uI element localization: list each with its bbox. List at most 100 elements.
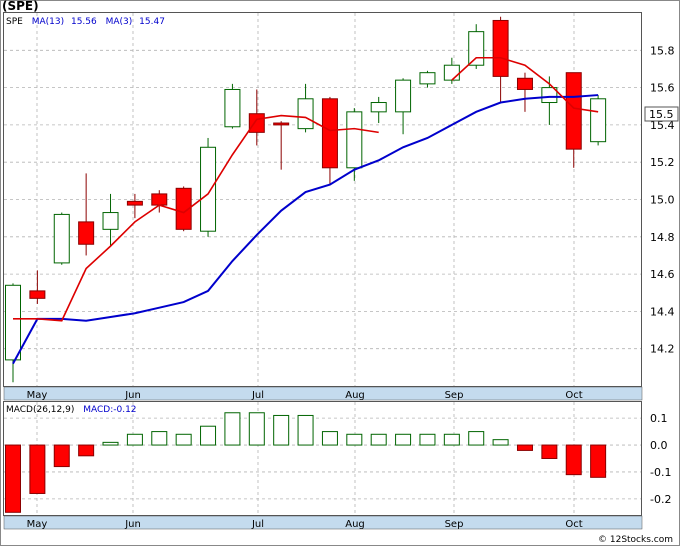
candle-up: [102, 193, 119, 247]
macd-bar-negative: [53, 444, 70, 468]
candle-body: [443, 64, 460, 81]
price-panel-frame: [3, 12, 642, 387]
macd-bar-positive: [370, 433, 387, 446]
candle-body: [102, 212, 119, 230]
price-x-tick-label: Oct: [565, 390, 582, 401]
macd-bar-positive: [492, 439, 509, 446]
candle-body: [297, 98, 314, 130]
candle-body: [248, 113, 265, 133]
candle-body: [565, 72, 582, 150]
macd-bar-positive: [175, 433, 192, 446]
candle-body: [516, 77, 533, 90]
candle-down: [565, 72, 582, 168]
price-x-tick-label: Jun: [124, 390, 141, 401]
candle-body: [29, 290, 46, 299]
macd-legend-value: MACD:-0.12: [83, 405, 136, 415]
candles: [5, 16, 607, 383]
price-y-tick-label: 14.2: [650, 343, 675, 356]
legend-ma3-label: MA(3): [106, 17, 133, 27]
macd-bar-negative: [590, 444, 607, 478]
ticker-label: (SPE): [2, 0, 39, 13]
candle-body: [5, 284, 21, 361]
macd-x-tick-label: Aug: [345, 519, 365, 530]
macd-panel-frame: [3, 401, 642, 516]
candle-body: [273, 122, 290, 126]
macd-bar-positive: [297, 414, 314, 446]
macd-bar-positive: [443, 433, 460, 446]
ma3-line: [13, 56, 599, 322]
candle-up: [395, 78, 412, 135]
macd-x-axis-bar: [3, 515, 643, 530]
candle-down: [516, 72, 533, 112]
candle-down: [321, 96, 338, 185]
macd-bar-positive: [126, 433, 143, 446]
legend-symbol: SPE: [6, 17, 23, 27]
price-x-axis-bar: [3, 386, 643, 401]
macd-bar-negative: [565, 444, 582, 476]
macd-bar-positive: [395, 433, 412, 446]
candle-up: [590, 95, 607, 146]
macd-bar-positive: [273, 414, 290, 446]
price-y-axis-labels: 14.2 14.4 14.6 14.8 15.0 15.2 15.4 15.6 15.8: [650, 44, 675, 355]
price-x-tick-label: Aug: [345, 390, 365, 401]
macd-y-tick-label: -0.2: [650, 493, 671, 506]
macd-bar-positive: [419, 433, 436, 446]
candle-body: [419, 72, 436, 85]
price-x-tick-label: Sep: [445, 390, 464, 401]
price-y-tick-label: 14.6: [650, 268, 675, 281]
ma3-segment: [451, 56, 599, 113]
candle-down: [126, 193, 143, 219]
price-x-tick-label: May: [27, 390, 48, 401]
legend-ma3-value: 15.47: [139, 17, 165, 27]
macd-bar-positive: [102, 441, 119, 446]
candle-up: [224, 83, 241, 129]
current-price-label: 15.5: [649, 108, 674, 121]
macd-legend-label: MACD(26,12,9): [6, 405, 74, 415]
candle-up: [468, 24, 485, 69]
candle-body: [492, 19, 509, 77]
candle-up: [297, 83, 314, 133]
macd-bar-negative: [78, 444, 95, 457]
macd-x-tick-label: May: [27, 519, 48, 530]
legend-ma13-label: MA(13): [32, 17, 64, 27]
candle-down: [273, 121, 290, 170]
ma13-line: [12, 94, 599, 365]
macd-bar-positive: [151, 431, 168, 446]
candle-body: [370, 102, 387, 113]
price-y-tick-label: 15.8: [650, 44, 675, 57]
candle-body: [53, 213, 70, 264]
candle-down: [29, 270, 46, 304]
candle-body: [126, 200, 143, 206]
candle-up: [370, 96, 387, 124]
macd-x-tick-label: Jul: [251, 519, 264, 530]
macd-bar-positive: [346, 433, 363, 446]
macd-bar-positive: [321, 431, 338, 446]
macd-bar-positive: [200, 425, 217, 446]
macd-legend: MACD(26,12,9) MACD:-0.12: [6, 405, 137, 415]
price-y-tick-label: 15.2: [650, 156, 675, 169]
macd-y-axis-labels: -0.2 -0.1 0.0 0.1: [650, 412, 671, 506]
macd-bar-negative: [516, 444, 533, 451]
macd-bar-positive: [224, 412, 241, 446]
price-x-tick-label: Jul: [251, 390, 264, 401]
candle-body: [541, 87, 558, 104]
candle-up: [5, 283, 21, 383]
candle-body: [175, 187, 192, 230]
macd-bar-negative: [5, 444, 21, 513]
price-x-axis-labels: May Jun Jul Aug Sep Oct: [27, 390, 583, 401]
ma3-segment: [13, 114, 379, 322]
candle-body: [321, 98, 338, 169]
macd-x-tick-label: Sep: [445, 519, 464, 530]
macd-y-tick-label: 0.0: [650, 439, 668, 452]
price-y-tick-label: 14.8: [650, 231, 675, 244]
candle-body: [346, 111, 363, 169]
price-y-tick-label: 15.0: [650, 194, 675, 207]
price-legend: SPE MA(13) 15.56 MA(3) 15.47: [6, 17, 165, 27]
candle-down: [78, 173, 95, 256]
candle-body: [590, 98, 607, 143]
candle-body: [78, 221, 95, 245]
candle-body: [395, 79, 412, 113]
candle-body: [151, 193, 168, 206]
macd-bar-negative: [541, 444, 558, 459]
